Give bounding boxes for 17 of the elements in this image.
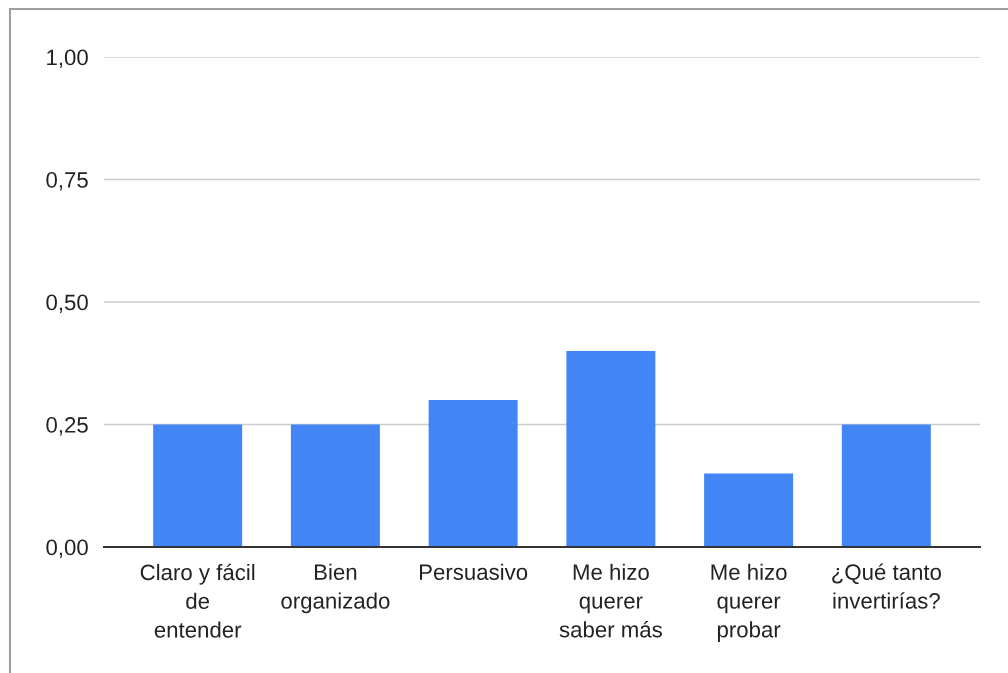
x-tick-label: Persuasivo (419, 563, 528, 580)
y-tick-label: 0,00 (46, 539, 88, 558)
x-tick-label: Bien organizado (281, 563, 390, 614)
x-tick-label: ¿Qué tanto invertirías? (832, 563, 941, 609)
y-tick-label: 0,75 (46, 172, 88, 191)
bar (704, 473, 794, 547)
bar (290, 424, 380, 547)
bar (428, 400, 518, 547)
bar (841, 424, 931, 547)
x-tick-label: Me hizo querer probar (711, 563, 787, 642)
x-tick-label: Me hizo querer saber más (559, 563, 662, 638)
y-tick-label: 0,25 (46, 417, 88, 436)
y-tick-label: 1,00 (47, 49, 88, 68)
bar (153, 424, 243, 547)
y-tick-label: 0,50 (46, 294, 88, 313)
bar (566, 351, 656, 547)
x-tick-label: Claro y fácil de entender (140, 563, 255, 638)
